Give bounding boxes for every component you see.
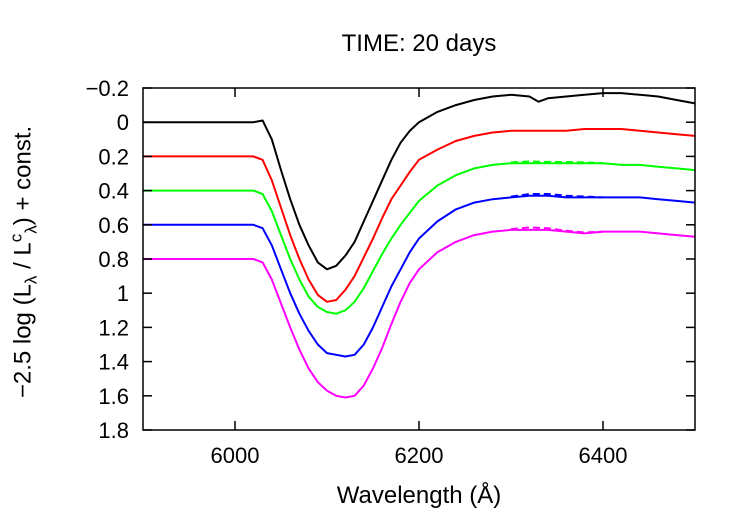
x-tick-label-2: 6200 (395, 443, 444, 468)
y-tick-label-6: 0.8 (98, 247, 129, 272)
series-line-1 (143, 92, 696, 271)
y-tick-label-8: 1.2 (98, 315, 129, 340)
y-label-prefix: −2.5 log (L (9, 284, 37, 399)
y-tick-label-10: 1.6 (98, 384, 129, 409)
y-label-mid: / L (9, 242, 37, 276)
series-line-2 (143, 128, 696, 303)
series-line-7 (510, 193, 604, 199)
series-line-5 (143, 228, 696, 399)
y-label-sub-lambda-2: λ (21, 225, 41, 234)
y-tick-label-2: 0 (117, 110, 129, 135)
series-line-4 (143, 194, 696, 358)
x-tick-label-3: 6400 (579, 443, 628, 468)
series-layer (143, 92, 696, 399)
series-line-6 (510, 160, 604, 165)
y-tick-label-9: 1.4 (98, 350, 129, 375)
y-label-sub-lambda: λ (21, 275, 41, 285)
y-tick-label-1: −0.2 (86, 76, 129, 101)
x-tick-label-1: 6000 (211, 443, 260, 468)
y-tick-label-3: 0.2 (98, 144, 129, 169)
y-axis-label: −2.5 log (Lλ / Lcλ) + const. (7, 126, 42, 398)
x-axis-label: Wavelength (Å) (336, 482, 502, 509)
series-line-8 (510, 226, 604, 234)
y-tick-label-7: 1 (117, 281, 129, 306)
y-tick-label-11: 1.8 (98, 418, 129, 443)
ticks-layer: 6000 6200 6400 −0.2 0 0.2 0.4 0.6 0.8 1 1.2 1.4 1.6 1… (86, 76, 695, 468)
y-tick-label-4: 0.4 (98, 179, 129, 204)
y-tick-label-5: 0.6 (98, 213, 129, 238)
y-label-suffix: ) + const. (9, 125, 37, 226)
y-label-sup-c: c (6, 233, 26, 243)
chart-title: TIME: 20 days (341, 30, 497, 57)
